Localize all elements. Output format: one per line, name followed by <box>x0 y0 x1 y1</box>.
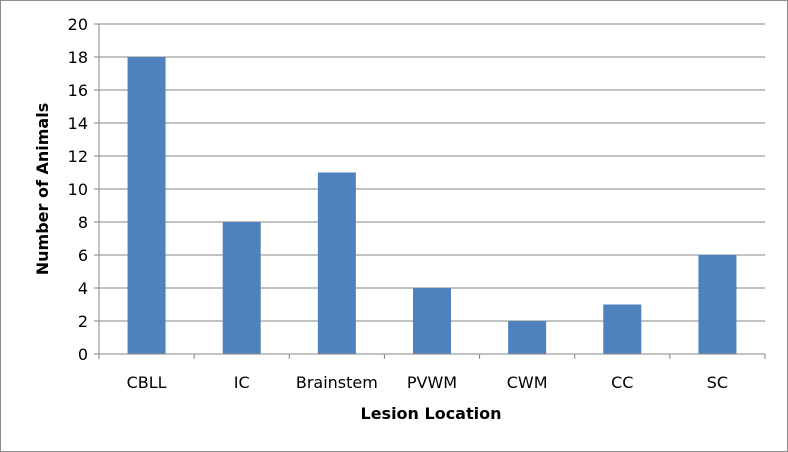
x-tick-label: SC <box>707 373 728 392</box>
x-tick-label: PVWM <box>407 373 457 392</box>
bar-cc <box>603 304 642 354</box>
y-tick-labels: 0 2 4 6 8 10 12 14 16 18 20 <box>68 15 88 364</box>
x-tick-label: IC <box>234 373 250 392</box>
axes <box>94 23 766 359</box>
bar-pvwm <box>413 288 451 354</box>
x-tick-label: CBLL <box>127 373 167 392</box>
y-tick-label: 12 <box>68 147 88 166</box>
x-tick-label: Brainstem <box>296 373 378 392</box>
bar-sc <box>698 255 737 354</box>
y-tick-label: 2 <box>78 312 88 331</box>
x-tick-label: CWM <box>507 373 548 392</box>
y-tick-label: 16 <box>68 81 88 100</box>
x-tick-label: CC <box>611 373 633 392</box>
bars <box>127 57 737 354</box>
gridlines <box>99 23 765 322</box>
bar-cwm <box>508 321 547 354</box>
y-tick-label: 20 <box>68 15 88 34</box>
y-tick-label: 4 <box>78 279 88 298</box>
y-axis-title: Number of Animals <box>33 103 52 275</box>
bar-ic <box>222 222 261 354</box>
y-tick-label: 6 <box>78 246 88 265</box>
y-tick-label: 14 <box>68 114 88 133</box>
bar-brainstem <box>317 172 356 354</box>
x-axis-title: Lesion Location <box>361 404 502 423</box>
y-tick-label: 0 <box>78 345 88 364</box>
x-tick-labels: CBLL IC Brainstem PVWM CWM CC SC <box>127 373 729 392</box>
y-tick-label: 8 <box>78 213 88 232</box>
bar-cbll <box>127 57 166 354</box>
y-tick-label: 10 <box>68 180 88 199</box>
y-tick-label: 18 <box>68 48 88 67</box>
